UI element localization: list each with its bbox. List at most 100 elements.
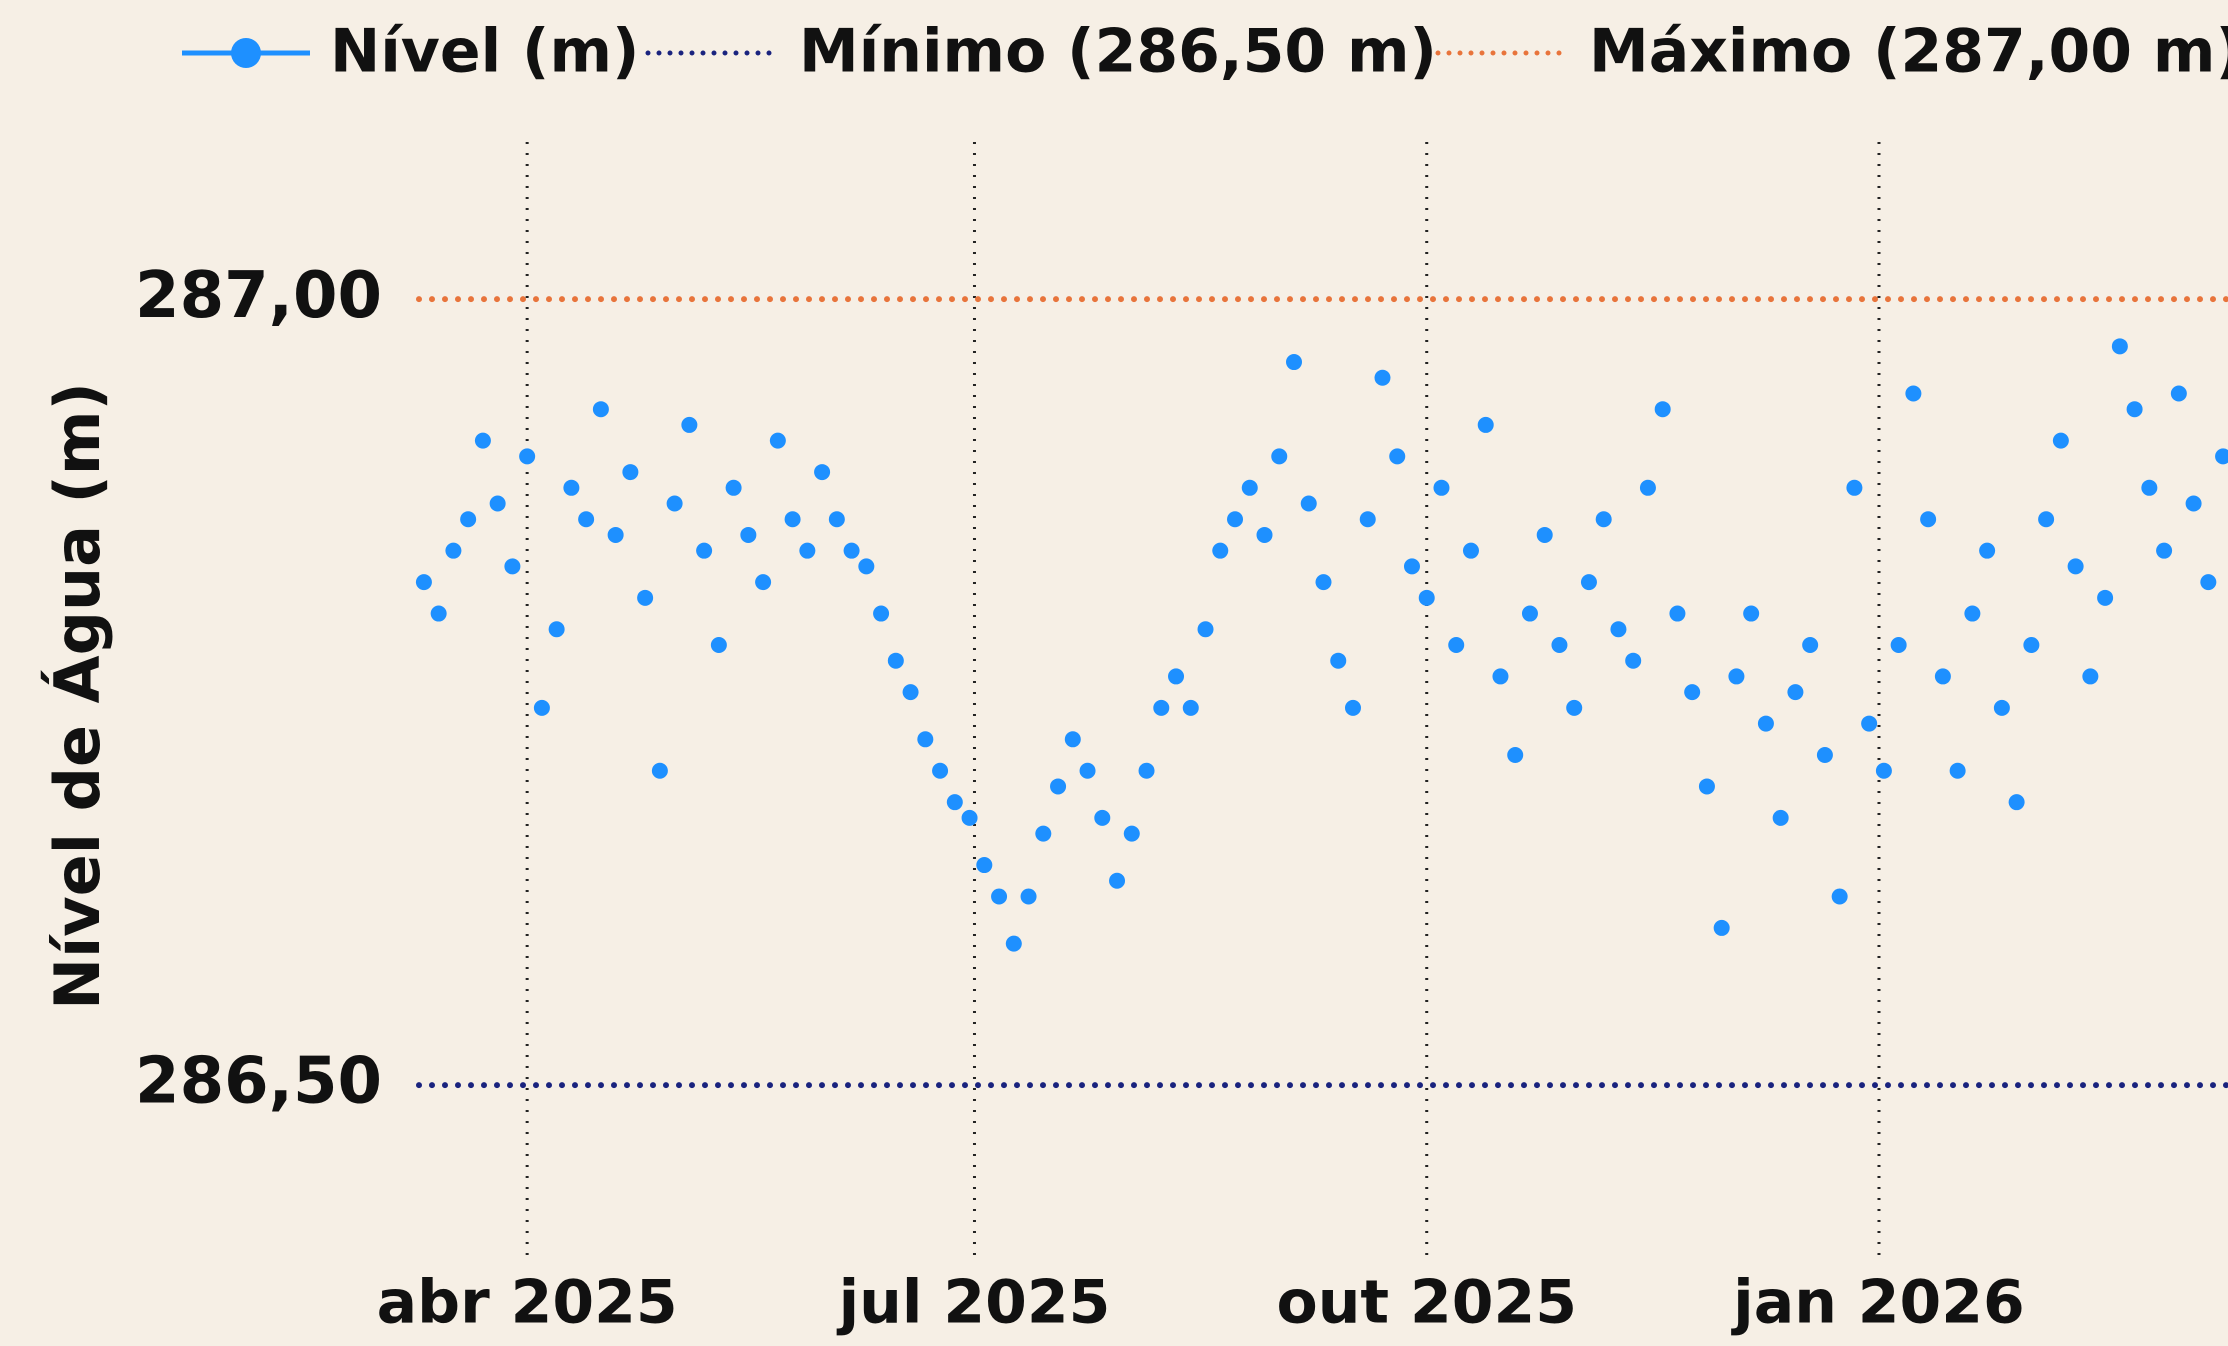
data-point — [1669, 605, 1686, 622]
data-point — [607, 526, 624, 543]
data-point — [2008, 794, 2025, 811]
data-point — [1256, 526, 1273, 543]
data-point — [681, 416, 698, 433]
data-point — [1462, 542, 1479, 559]
data-point — [1566, 699, 1583, 716]
data-point — [946, 794, 963, 811]
data-point — [1713, 919, 1730, 936]
data-point — [2126, 401, 2143, 418]
data-point — [1109, 872, 1126, 889]
data-point — [548, 621, 565, 638]
data-point — [710, 636, 727, 653]
data-point — [1772, 809, 1789, 826]
data-point — [696, 542, 713, 559]
data-point — [1580, 574, 1597, 591]
data-point — [2097, 589, 2114, 606]
data-point — [1403, 558, 1420, 575]
data-point — [991, 888, 1008, 905]
data-point — [1802, 636, 1819, 653]
data-point — [1064, 731, 1081, 748]
data-point — [460, 511, 477, 528]
data-point — [1595, 511, 1612, 528]
data-point — [1389, 448, 1406, 465]
data-point — [932, 762, 949, 779]
data-point — [533, 699, 550, 716]
data-point — [769, 432, 786, 449]
data-point — [976, 857, 993, 874]
x-tick-label: jul 2025 — [837, 1268, 1111, 1338]
y-tick-label: 287,00 — [135, 259, 382, 333]
data-point — [2082, 668, 2099, 685]
data-point — [1846, 479, 1863, 496]
data-point — [1920, 511, 1937, 528]
data-point — [1374, 369, 1391, 386]
data-point — [651, 762, 668, 779]
data-point — [430, 605, 447, 622]
data-point — [961, 809, 978, 826]
data-point — [489, 495, 506, 512]
data-point — [1153, 699, 1170, 716]
data-point — [887, 652, 904, 669]
data-point — [1698, 778, 1715, 795]
data-point — [1684, 684, 1701, 701]
data-point — [519, 448, 536, 465]
data-point — [1433, 479, 1450, 496]
data-point — [755, 574, 772, 591]
data-point — [2185, 495, 2202, 512]
data-point — [578, 511, 595, 528]
data-point — [563, 479, 580, 496]
data-point — [1816, 747, 1833, 764]
data-point — [1477, 416, 1494, 433]
data-point — [1890, 636, 1907, 653]
data-point — [1079, 762, 1096, 779]
data-point — [2215, 448, 2228, 465]
data-point — [1344, 699, 1361, 716]
data-point — [1300, 495, 1317, 512]
legend-marker — [231, 38, 261, 68]
data-point — [1005, 935, 1022, 952]
data-point — [1035, 825, 1052, 842]
data-point — [1315, 574, 1332, 591]
data-point — [2141, 479, 2158, 496]
data-point — [1949, 762, 1966, 779]
y-tick-label: 286,50 — [135, 1045, 382, 1119]
data-point — [474, 432, 491, 449]
data-point — [843, 542, 860, 559]
data-point — [2200, 574, 2217, 591]
data-point — [1905, 385, 1922, 402]
data-point — [2156, 542, 2173, 559]
data-point — [1123, 825, 1140, 842]
legend-label: Nível (m) — [330, 17, 639, 87]
data-point — [1020, 888, 1037, 905]
data-point — [1168, 668, 1185, 685]
data-point — [1094, 809, 1111, 826]
data-point — [740, 526, 757, 543]
legend-label: Mínimo (286,50 m) — [799, 17, 1437, 87]
data-point — [1831, 888, 1848, 905]
data-point — [1861, 715, 1878, 732]
data-point — [799, 542, 816, 559]
data-point — [1964, 605, 1981, 622]
data-point — [1227, 511, 1244, 528]
data-point — [1212, 542, 1229, 559]
data-point — [1979, 542, 1996, 559]
data-point — [1934, 668, 1951, 685]
data-point — [1182, 699, 1199, 716]
data-point — [1625, 652, 1642, 669]
y-axis-title: Nível de Água (m) — [41, 382, 114, 1010]
x-tick-label: abr 2025 — [377, 1268, 678, 1338]
data-point — [1610, 621, 1627, 638]
data-point — [1418, 589, 1435, 606]
data-point — [1507, 747, 1524, 764]
data-point — [1271, 448, 1288, 465]
data-point — [917, 731, 934, 748]
data-point — [1138, 762, 1155, 779]
data-point — [1359, 511, 1376, 528]
data-point — [1330, 652, 1347, 669]
data-point — [873, 605, 890, 622]
data-point — [1639, 479, 1656, 496]
data-point — [1875, 762, 1892, 779]
data-point — [2111, 338, 2128, 355]
data-point — [1241, 479, 1258, 496]
